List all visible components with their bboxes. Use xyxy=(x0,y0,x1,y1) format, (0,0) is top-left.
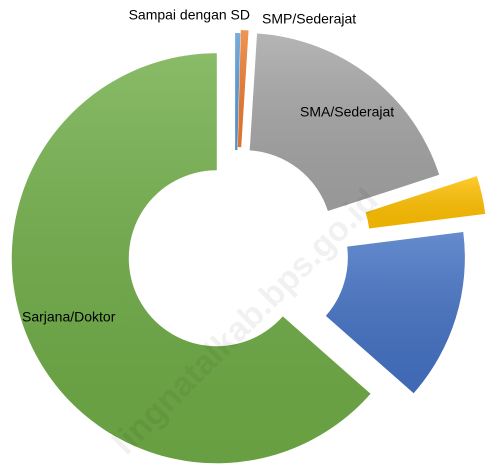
labels: Sampai dengan SD SMP/Sederajat SMA/Sederaj… xyxy=(22,7,394,325)
slice-shade xyxy=(365,176,486,229)
slice-shade xyxy=(235,33,241,151)
slice-group xyxy=(11,53,371,464)
slice-group xyxy=(235,33,241,151)
slices xyxy=(11,30,486,464)
slice-group xyxy=(365,176,486,229)
slice-label: SMA/Sederajat xyxy=(300,104,394,120)
slice-shade xyxy=(325,231,465,394)
slice-shade xyxy=(11,53,371,464)
slice-group xyxy=(325,231,465,394)
slice-group xyxy=(249,33,440,211)
slice-group xyxy=(237,30,249,148)
slice-label: SMP/Sederajat xyxy=(262,11,356,27)
slice-label: Sampai dengan SD xyxy=(129,7,250,23)
slice-label: Sarjana/Doktor xyxy=(22,309,116,325)
slice-shade xyxy=(249,33,440,211)
slice-shade xyxy=(237,30,249,148)
